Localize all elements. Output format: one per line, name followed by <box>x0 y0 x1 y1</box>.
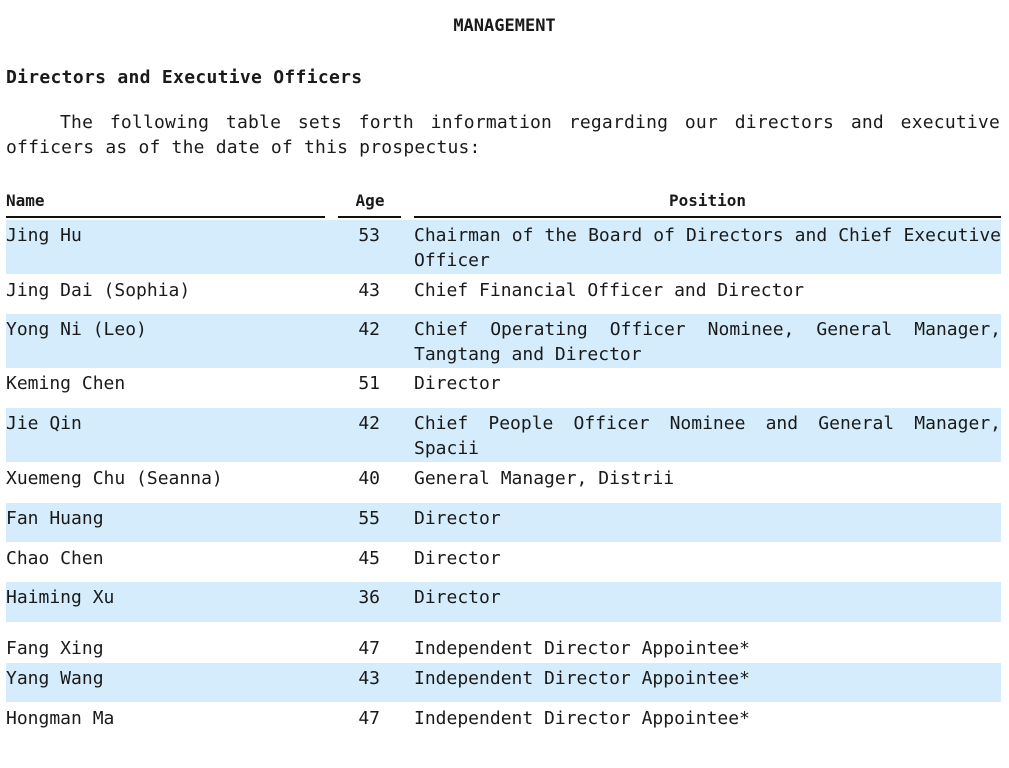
cell-position: General Manager, Distrii <box>414 468 675 489</box>
cell-name: Keming Chen <box>6 373 126 394</box>
column-header-name: Name <box>6 191 45 210</box>
table-row: Chao Chen 45 Director <box>6 543 1001 581</box>
section-title: MANAGEMENT <box>453 16 556 36</box>
cell-position: Director <box>414 373 501 394</box>
intro-paragraph: The following table sets forth informati… <box>6 112 1000 158</box>
table-row: Jing Dai (Sophia) 43 Chief Financial Off… <box>6 275 1001 313</box>
cell-name: Fan Huang <box>6 508 104 529</box>
column-header-position: Position <box>668 191 747 210</box>
table-row: Xuemeng Chu (Seanna) 40 General Manager,… <box>6 463 1001 501</box>
cell-position: Independent Director Appointee* <box>414 638 750 659</box>
cell-name: Jing Dai (Sophia) <box>6 280 191 301</box>
cell-position: Director <box>414 587 501 608</box>
cell-age: 47 <box>358 638 380 659</box>
header-rule-age <box>338 216 401 218</box>
cell-age: 45 <box>358 548 380 569</box>
table-row: Fang Xing 47 Independent Director Appoin… <box>6 633 1001 661</box>
cell-age: 43 <box>358 280 380 301</box>
cell-position: Director <box>414 508 501 529</box>
cell-age: 43 <box>358 668 380 689</box>
cell-name: Yang Wang <box>6 668 104 689</box>
cell-position: Chief People Officer Nominee and General… <box>414 413 1001 459</box>
cell-position: Chief Operating Officer Nominee, General… <box>414 319 1001 365</box>
cell-age: 40 <box>358 468 380 489</box>
cell-name: Jie Qin <box>6 413 82 434</box>
cell-name: Hongman Ma <box>6 708 115 729</box>
cell-age: 42 <box>358 319 380 340</box>
cell-name: Chao Chen <box>6 548 104 569</box>
table-row: Jie Qin 42 Chief People Officer Nominee … <box>6 408 1001 462</box>
subheading: Directors and Executive Officers <box>6 67 363 88</box>
column-header-age: Age <box>355 191 385 210</box>
cell-position: Independent Director Appointee* <box>414 668 750 689</box>
table-row: Fan Huang 55 Director <box>6 503 1001 542</box>
cell-position: Chairman of the Board of Directors and C… <box>414 225 1001 271</box>
cell-name: Fang Xing <box>6 638 104 659</box>
cell-age: 55 <box>358 508 380 529</box>
cell-age: 53 <box>358 225 380 246</box>
cell-name: Jing Hu <box>6 225 82 246</box>
cell-age: 47 <box>358 708 380 729</box>
cell-age: 51 <box>358 373 380 394</box>
cell-position: Independent Director Appointee* <box>414 708 750 729</box>
cell-name: Xuemeng Chu (Seanna) <box>6 468 223 489</box>
table-row: Haiming Xu 36 Director <box>6 582 1001 622</box>
table-row: Yang Wang 43 Independent Director Appoin… <box>6 663 1001 702</box>
table-row: Jing Hu 53 Chairman of the Board of Dire… <box>6 220 1001 274</box>
cell-name: Yong Ni (Leo) <box>6 319 147 340</box>
table-row: Yong Ni (Leo) 42 Chief Operating Officer… <box>6 314 1001 368</box>
table-row: Keming Chen 51 Director <box>6 368 1001 406</box>
cell-age: 36 <box>358 587 380 608</box>
cell-name: Haiming Xu <box>6 587 115 608</box>
table-row: Hongman Ma 47 Independent Director Appoi… <box>6 703 1001 741</box>
cell-position: Chief Financial Officer and Director <box>414 280 805 301</box>
cell-position: Director <box>414 548 501 569</box>
header-rule-position <box>414 216 1001 218</box>
cell-age: 42 <box>358 413 380 434</box>
header-rule-name <box>6 216 325 218</box>
